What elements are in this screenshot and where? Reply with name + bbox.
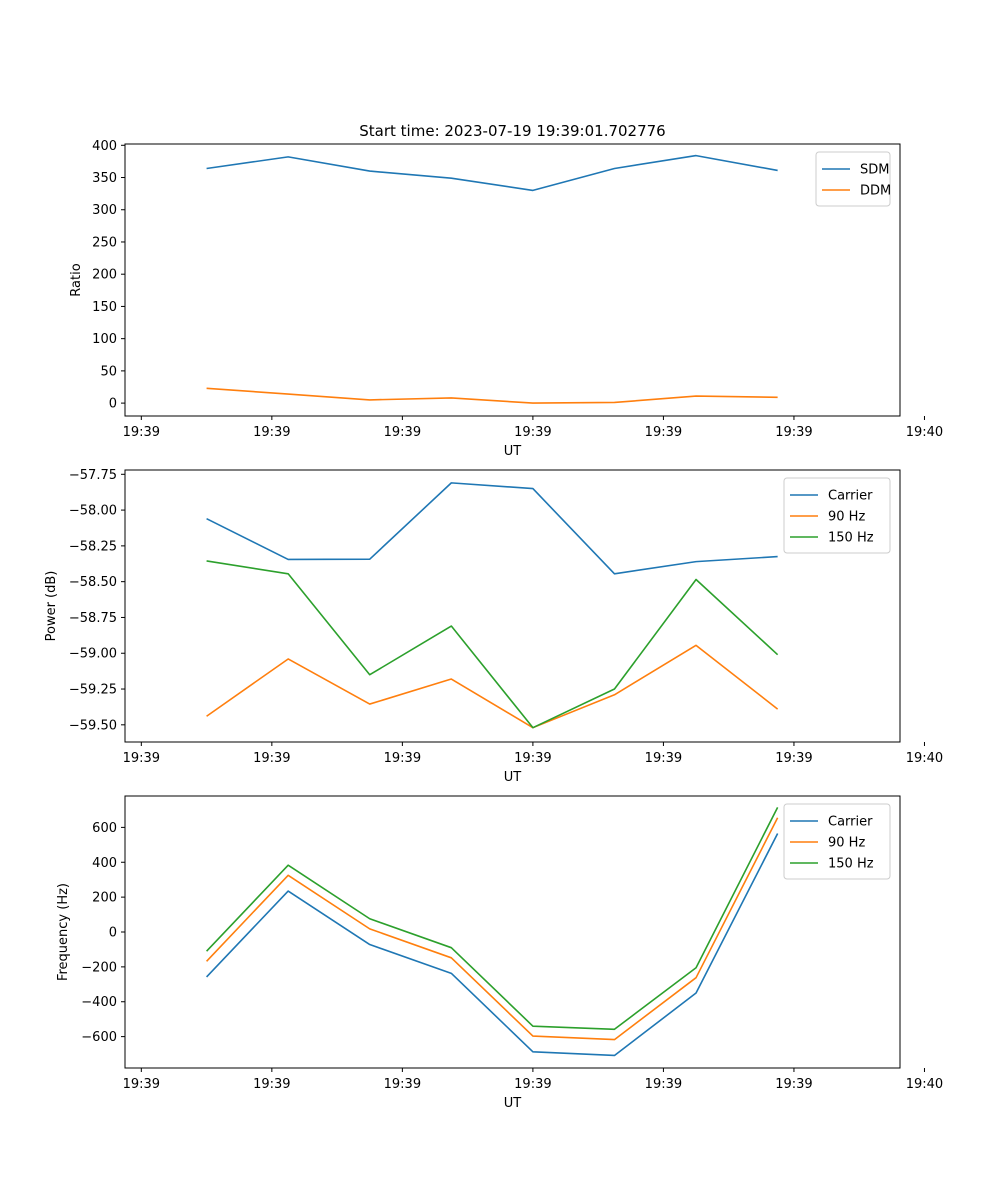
y-tick-label: −59.50 — [69, 718, 117, 733]
y-tick-label: 200 — [92, 268, 117, 283]
legend-label: 90 Hz — [828, 836, 865, 851]
x-tick-label: 19:39 — [514, 751, 551, 766]
x-tick-label: 19:39 — [645, 1077, 682, 1092]
series-line-90-hz — [205, 817, 779, 1041]
y-tick-label: 400 — [92, 856, 117, 871]
x-tick-label: 19:39 — [645, 425, 682, 440]
legend-label: Carrier — [828, 489, 873, 504]
y-tick-label: 50 — [100, 364, 117, 379]
x-tick-label: 19:40 — [906, 1077, 943, 1092]
x-axis-label: UT — [504, 1096, 522, 1111]
y-tick-label: −59.00 — [69, 647, 117, 662]
y-tick-label: −59.25 — [69, 683, 117, 698]
legend-label: DDM — [860, 184, 891, 199]
legend-label: 150 Hz — [828, 857, 874, 872]
y-tick-label: −58.50 — [69, 575, 117, 590]
y-tick-label: 100 — [92, 332, 117, 347]
y-tick-label: 600 — [92, 821, 117, 836]
x-tick-label: 19:39 — [645, 751, 682, 766]
y-tick-label: 150 — [92, 300, 117, 315]
y-tick-label: −57.75 — [69, 468, 117, 483]
y-tick-label: 0 — [109, 926, 117, 941]
chart-panel-3: 19:39 19:39 19:39 19:39 19:39 19:39 19:40 −600 −… — [56, 795, 943, 1111]
y-tick-label: 300 — [92, 203, 117, 218]
x-axis-label: UT — [504, 770, 522, 785]
x-tick-label: 19:40 — [906, 751, 943, 766]
legend: SDM DDM — [815, 151, 891, 207]
series-line-carrier — [206, 482, 778, 575]
y-tick-label: 400 — [92, 139, 117, 154]
legend: Carrier 90 Hz 150 Hz — [783, 477, 891, 554]
x-tick-label: 19:39 — [775, 425, 812, 440]
series-line-150-hz — [206, 560, 779, 729]
legend-box — [815, 151, 891, 207]
x-tick-label: 19:39 — [384, 425, 421, 440]
y-tick-label: −200 — [81, 960, 117, 975]
x-tick-label: 19:39 — [253, 425, 290, 440]
y-tick-label: 250 — [92, 235, 117, 250]
y-tick-label: −58.75 — [69, 611, 117, 626]
axes-frame — [124, 469, 901, 743]
x-tick-label: 19:39 — [775, 751, 812, 766]
legend-label: SDM — [860, 163, 889, 178]
legend: Carrier 90 Hz 150 Hz — [783, 803, 891, 880]
legend-label: Carrier — [828, 815, 873, 830]
y-tick-label: 350 — [92, 171, 117, 186]
x-tick-label: 19:39 — [775, 1077, 812, 1092]
legend-box — [783, 477, 891, 554]
x-tick-label: 19:39 — [514, 1077, 551, 1092]
series-line-sdm — [206, 154, 778, 192]
y-axis-label: Ratio — [69, 263, 84, 296]
chart-panel-1: 19:39 19:39 19:39 19:39 19:39 19:39 19:40 0 50 10… — [69, 139, 943, 459]
series-line-carrier — [205, 833, 779, 1057]
y-tick-label: 0 — [109, 397, 117, 412]
y-tick-label: −58.25 — [69, 539, 117, 554]
x-tick-label: 19:39 — [384, 751, 421, 766]
axes-frame — [124, 143, 901, 417]
y-tick-label: −400 — [81, 995, 117, 1010]
legend-label: 90 Hz — [828, 510, 865, 525]
x-tick-label: 19:40 — [906, 425, 943, 440]
x-tick-label: 19:39 — [514, 425, 551, 440]
x-tick-label: 19:39 — [123, 1077, 160, 1092]
x-tick-label: 19:39 — [384, 1077, 421, 1092]
x-tick-label: 19:39 — [123, 425, 160, 440]
legend-label: 150 Hz — [828, 531, 874, 546]
y-tick-label: 200 — [92, 891, 117, 906]
panels: 19:39 19:39 19:39 19:39 19:39 19:39 19:40 0 50 10… — [44, 139, 943, 1111]
series-line-ddm — [206, 387, 778, 404]
x-tick-label: 19:39 — [253, 1077, 290, 1092]
y-axis-label: Power (dB) — [44, 571, 59, 642]
x-tick-label: 19:39 — [123, 751, 160, 766]
x-tick-label: 19:39 — [253, 751, 290, 766]
y-axis-label: Frequency (Hz) — [56, 883, 71, 981]
chart-panel-2: 19:39 19:39 19:39 19:39 19:39 19:39 19:40 −59.5… — [44, 468, 943, 785]
y-tick-label: −58.00 — [69, 504, 117, 519]
series-line-150-hz — [205, 806, 779, 1031]
series-line-90-hz — [206, 644, 779, 729]
x-axis-label: UT — [504, 444, 522, 459]
figure-title: Start time: 2023-07-19 19:39:01.702776 — [359, 122, 665, 140]
legend-box — [783, 803, 891, 880]
y-tick-label: −600 — [81, 1030, 117, 1045]
